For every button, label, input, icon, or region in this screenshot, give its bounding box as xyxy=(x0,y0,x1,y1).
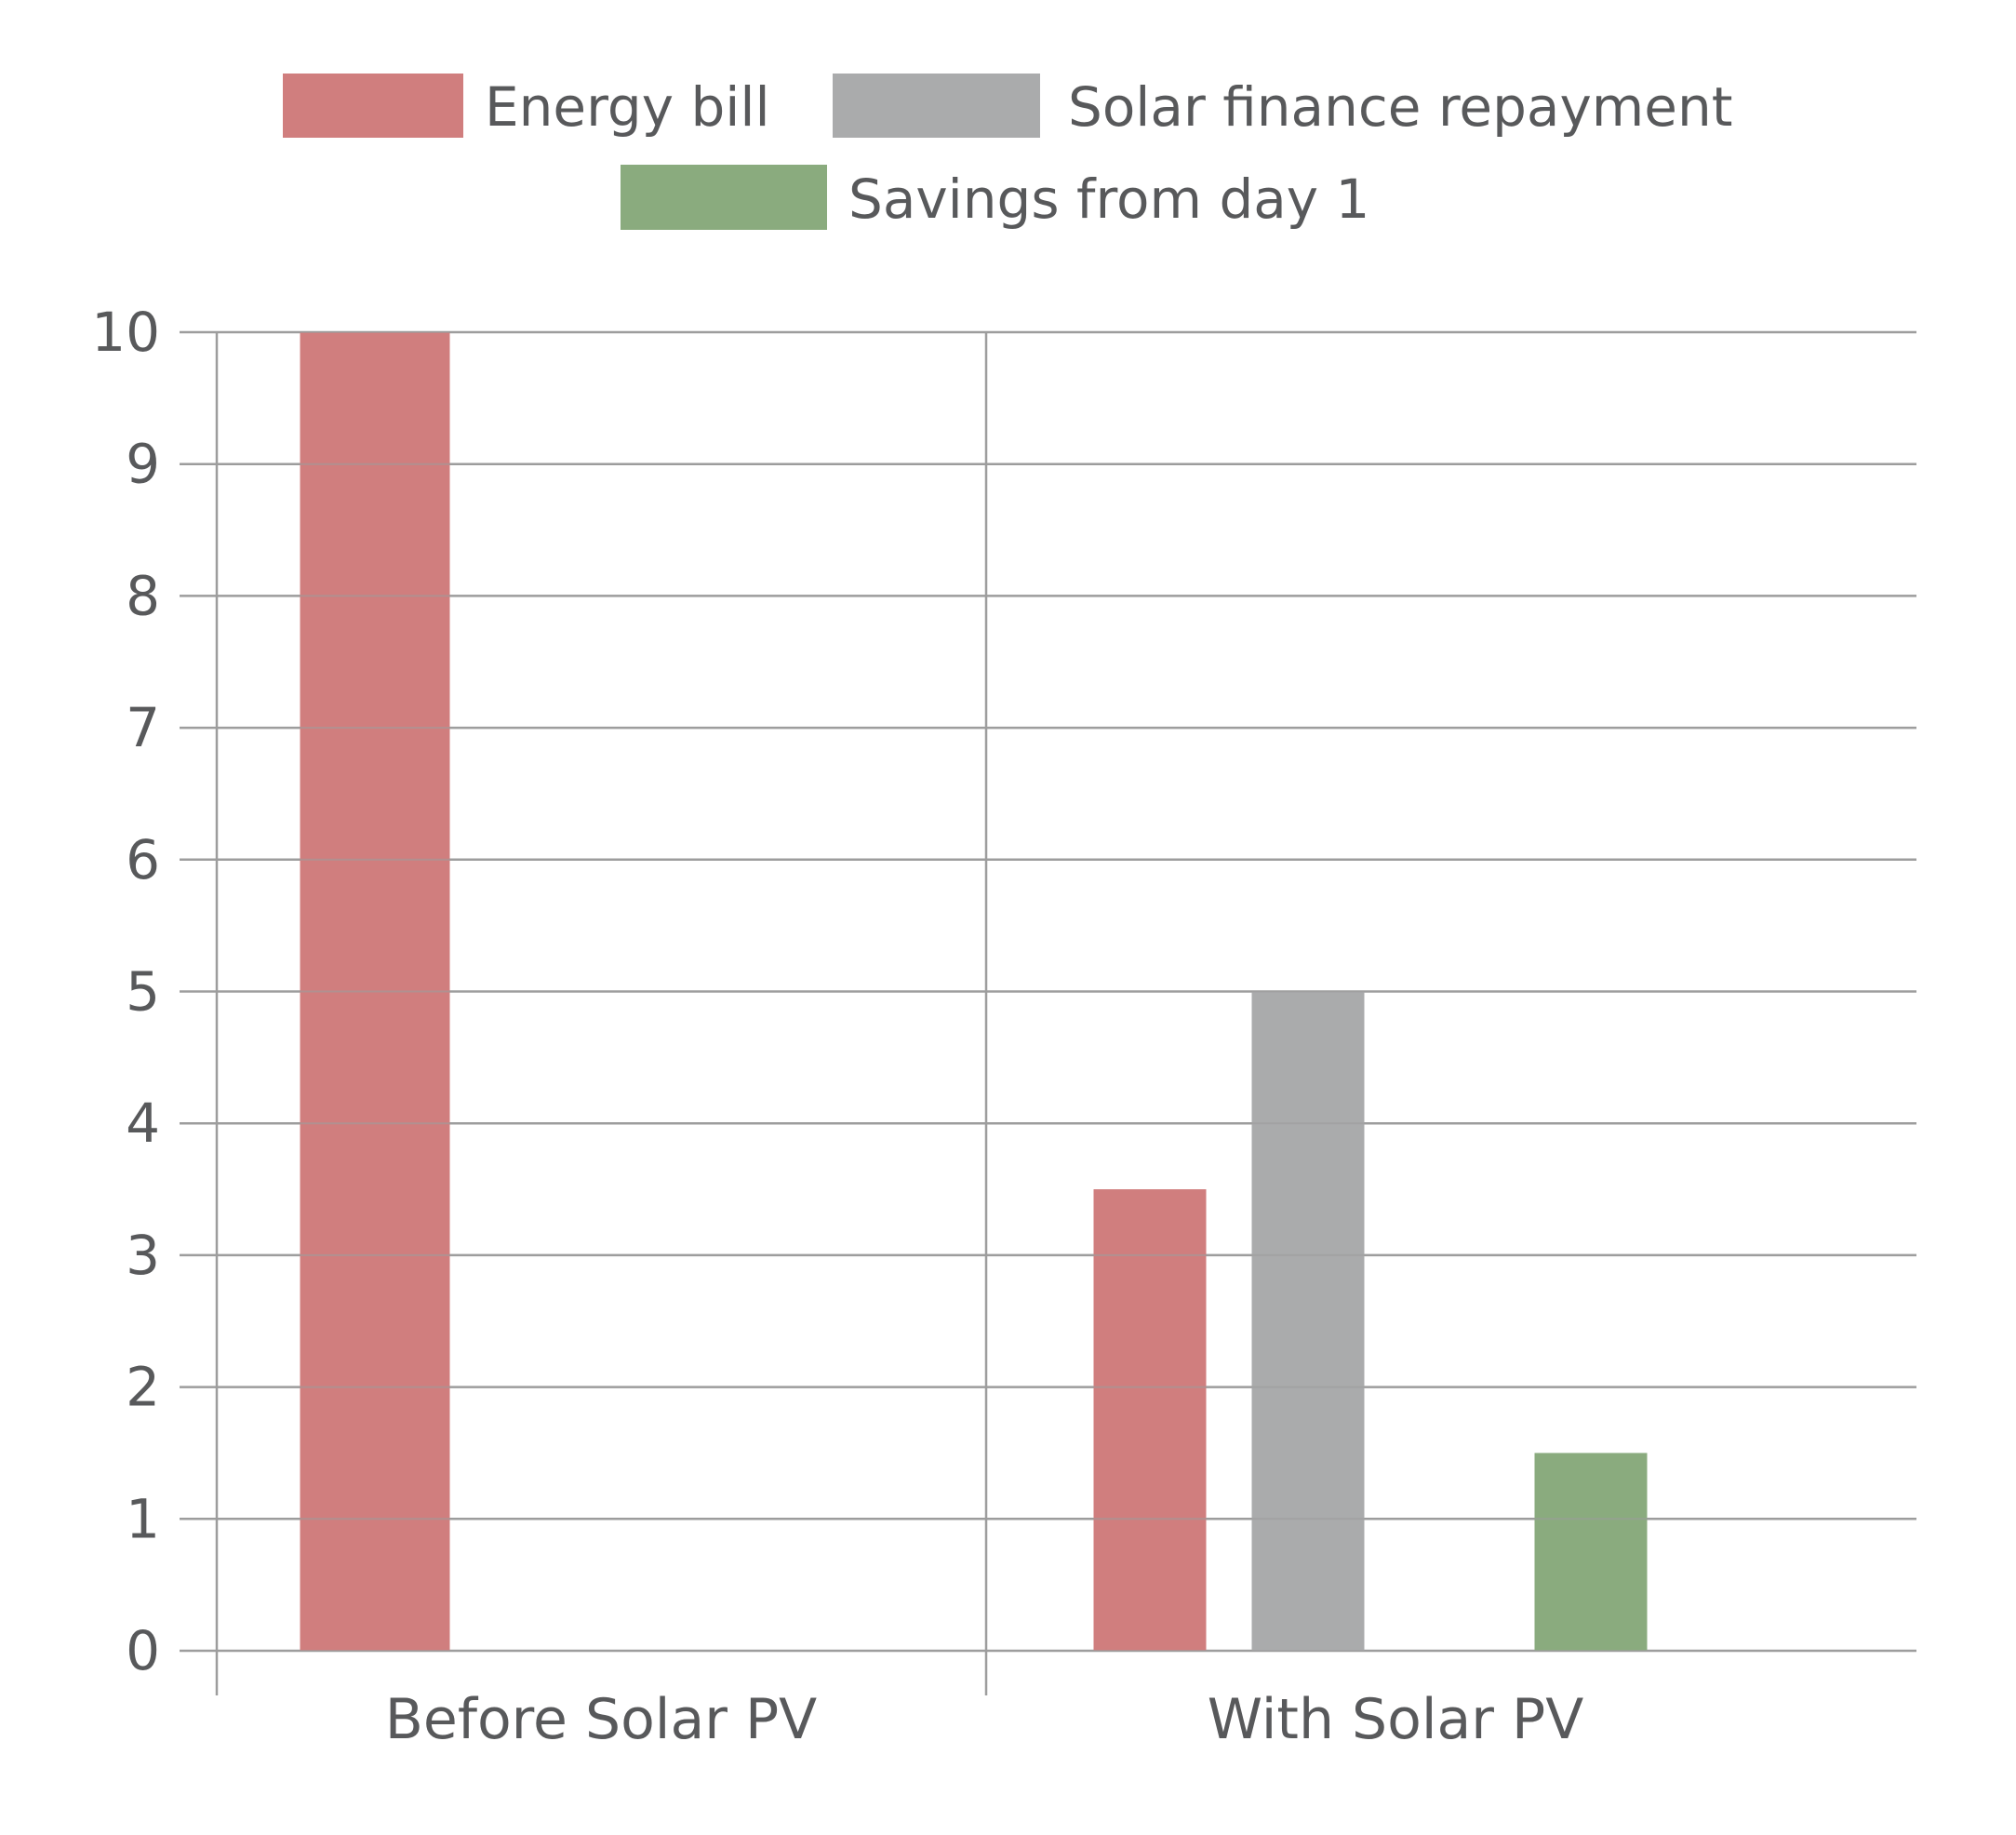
y-tick-label: 9 xyxy=(126,433,160,496)
y-tick-label: 3 xyxy=(126,1224,160,1287)
legend-swatch-solar-finance-repayment xyxy=(833,74,1040,138)
y-tick-label: 2 xyxy=(126,1356,160,1419)
x-category-labels: Before Solar PV With Solar PV xyxy=(385,1687,1583,1752)
y-tick-labels: 0 1 2 3 4 5 6 7 8 9 10 xyxy=(91,301,160,1682)
legend-label-energy-bill: Energy bill xyxy=(485,75,770,139)
y-tick-label: 0 xyxy=(126,1619,160,1682)
legend-label-savings-from-day-1: Savings from day 1 xyxy=(848,167,1369,231)
bar-with-solar-pv-solar-finance-repayment xyxy=(1251,991,1365,1651)
y-tick-label: 5 xyxy=(126,960,160,1024)
bar-with-solar-pv-savings-from-day-1 xyxy=(1534,1453,1648,1651)
axes xyxy=(215,332,988,1695)
y-tick-label: 1 xyxy=(126,1487,160,1550)
legend-label-solar-finance-repayment: Solar finance repayment xyxy=(1068,75,1732,139)
bars xyxy=(180,331,1916,1652)
y-tick-label: 8 xyxy=(126,564,160,627)
x-category-label-with-solar-pv: With Solar PV xyxy=(1208,1687,1584,1752)
legend: Energy bill Solar finance repayment Savi… xyxy=(283,74,1732,231)
y-tick-label: 6 xyxy=(126,828,160,891)
legend-swatch-savings-from-day-1 xyxy=(621,165,827,230)
y-tick-label: 7 xyxy=(126,696,160,759)
bar-with-solar-pv-energy-bill xyxy=(1093,1189,1207,1651)
legend-swatch-energy-bill xyxy=(283,74,463,138)
y-tick-label: 4 xyxy=(126,1092,160,1155)
x-category-label-before-solar-pv: Before Solar PV xyxy=(385,1687,817,1752)
y-tick-label: 10 xyxy=(91,301,160,364)
